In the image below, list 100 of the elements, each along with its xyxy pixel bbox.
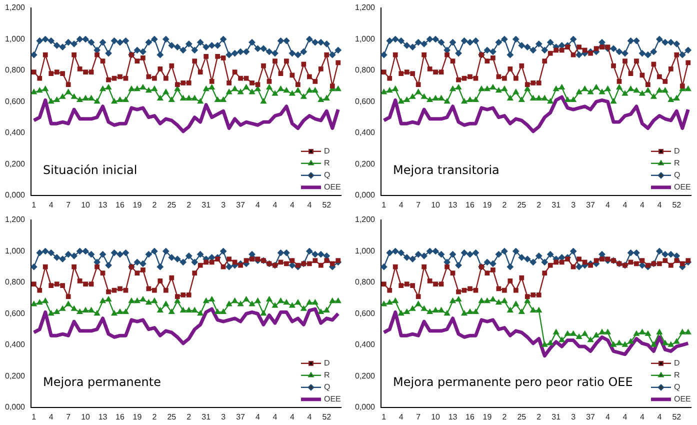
y-tick-label: 0,800 [354, 66, 376, 75]
y-tick-label: 1,000 [4, 246, 26, 256]
x-tick-label: 4 [307, 200, 312, 210]
y-tick-label: 0,000 [4, 402, 26, 412]
text: Mejora transitoria [393, 163, 500, 178]
x-tick-label: 4 [256, 412, 261, 422]
x-tick-label: 52 [672, 412, 682, 422]
y-tick-label: 0,000 [354, 402, 376, 412]
y-tick-label: 1,200 [4, 3, 26, 12]
legend-label: R [324, 370, 330, 380]
x-tick-label: 4 [272, 200, 278, 210]
x-tick-label: 4 [622, 412, 628, 422]
y-tick-label: 0,400 [4, 128, 26, 138]
x-tick-label: 25 [167, 412, 177, 422]
x-tick-label: 4 [398, 200, 404, 210]
x-tick-label: 3 [221, 412, 226, 422]
x-tick-label: 1 [382, 412, 387, 422]
x-tick-label: 52 [322, 200, 332, 210]
legend-label: R [674, 158, 680, 168]
legend-label: Q [324, 382, 330, 392]
x-tick-label: 2 [186, 412, 192, 422]
y-tick-label: 0,400 [4, 340, 26, 350]
x-tick-label: 3 [571, 200, 576, 210]
x-tick-label: 19 [482, 412, 492, 422]
y-tick-label: 0,600 [4, 308, 26, 318]
y-tick-label: 1,200 [354, 215, 376, 224]
x-tick-label: 7 [416, 200, 422, 210]
legend-label: Q [324, 170, 330, 180]
y-tick-label: 0,200 [4, 159, 26, 168]
x-tick-label: 1 [32, 412, 37, 422]
x-tick-label: 37 [236, 412, 246, 422]
x-tick-label: 25 [517, 200, 527, 210]
y-tick-label: 1,000 [354, 34, 376, 44]
x-tick-label: 16 [466, 200, 475, 210]
legend-label: OEE [674, 394, 691, 404]
x-tick-label: 1 [382, 200, 387, 210]
y-tick-label: 1,000 [354, 246, 376, 256]
x-tick-label: 16 [116, 200, 125, 210]
x-tick-label: 16 [116, 412, 125, 422]
x-tick-label: 2 [152, 412, 158, 422]
x-tick-label: 31 [202, 200, 212, 210]
legend-label: R [324, 158, 330, 168]
x-tick-label: 13 [448, 412, 458, 422]
y-tick-label: 0,200 [354, 159, 376, 168]
x-tick-label: 7 [416, 412, 422, 422]
y-tick-label: 0,600 [354, 96, 376, 106]
y-tick-label: 0,800 [4, 278, 26, 287]
x-tick-label: 2 [536, 200, 542, 210]
y-tick-label: 0,400 [354, 340, 376, 350]
y-tick-label: 1,200 [354, 3, 376, 12]
x-tick-label: 4 [307, 412, 312, 422]
x-tick-label: 31 [202, 412, 212, 422]
legend-label: D [674, 146, 680, 156]
legend-label: OEE [324, 182, 341, 192]
x-tick-label: 4 [290, 412, 295, 422]
legend-label: Q [674, 170, 680, 180]
x-tick-label: 4 [398, 412, 404, 422]
x-tick-label: 37 [586, 200, 596, 210]
x-tick-label: 13 [98, 412, 108, 422]
x-tick-label: 52 [322, 412, 332, 422]
x-tick-label: 4 [48, 200, 54, 210]
x-tick-label: 13 [98, 200, 108, 210]
text: Situación inicial [43, 163, 138, 178]
y-tick-label: 0,600 [4, 96, 26, 106]
x-tick-label: 31 [552, 412, 562, 422]
x-tick-label: 4 [657, 200, 662, 210]
x-tick-label: 19 [132, 412, 142, 422]
x-tick-label: 10 [81, 412, 91, 422]
x-tick-label: 10 [81, 200, 91, 210]
x-tick-label: 4 [640, 412, 645, 422]
x-tick-label: 7 [66, 200, 72, 210]
legend-label: D [324, 358, 330, 368]
x-tick-label: 4 [290, 200, 295, 210]
y-tick-label: 0,400 [354, 128, 376, 138]
x-tick-label: 16 [466, 412, 475, 422]
y-tick-label: 0,000 [354, 190, 376, 200]
x-tick-label: 4 [606, 412, 611, 422]
legend-label: OEE [324, 394, 341, 404]
y-tick-label: 1,200 [4, 215, 26, 224]
x-tick-label: 4 [256, 200, 261, 210]
x-tick-label: 52 [672, 200, 682, 210]
text: Mejora permanente pero peor ratio OEE [393, 375, 633, 390]
legend-label: OEE [674, 182, 691, 192]
x-tick-label: 2 [152, 200, 158, 210]
x-tick-label: 37 [236, 200, 246, 210]
y-tick-label: 0,600 [354, 308, 376, 318]
legend-label: D [324, 146, 330, 156]
x-tick-label: 25 [167, 200, 177, 210]
x-tick-label: 25 [517, 412, 527, 422]
y-tick-label: 0,800 [4, 66, 26, 75]
x-tick-label: 13 [448, 200, 458, 210]
y-tick-label: 1,000 [4, 34, 26, 44]
x-tick-label: 10 [431, 412, 441, 422]
x-tick-label: 10 [431, 200, 441, 210]
x-tick-label: 19 [132, 200, 142, 210]
x-tick-label: 7 [66, 412, 72, 422]
x-tick-label: 3 [221, 200, 226, 210]
legend-label: Q [674, 382, 680, 392]
y-tick-label: 0,800 [354, 278, 376, 287]
x-tick-label: 2 [536, 412, 542, 422]
